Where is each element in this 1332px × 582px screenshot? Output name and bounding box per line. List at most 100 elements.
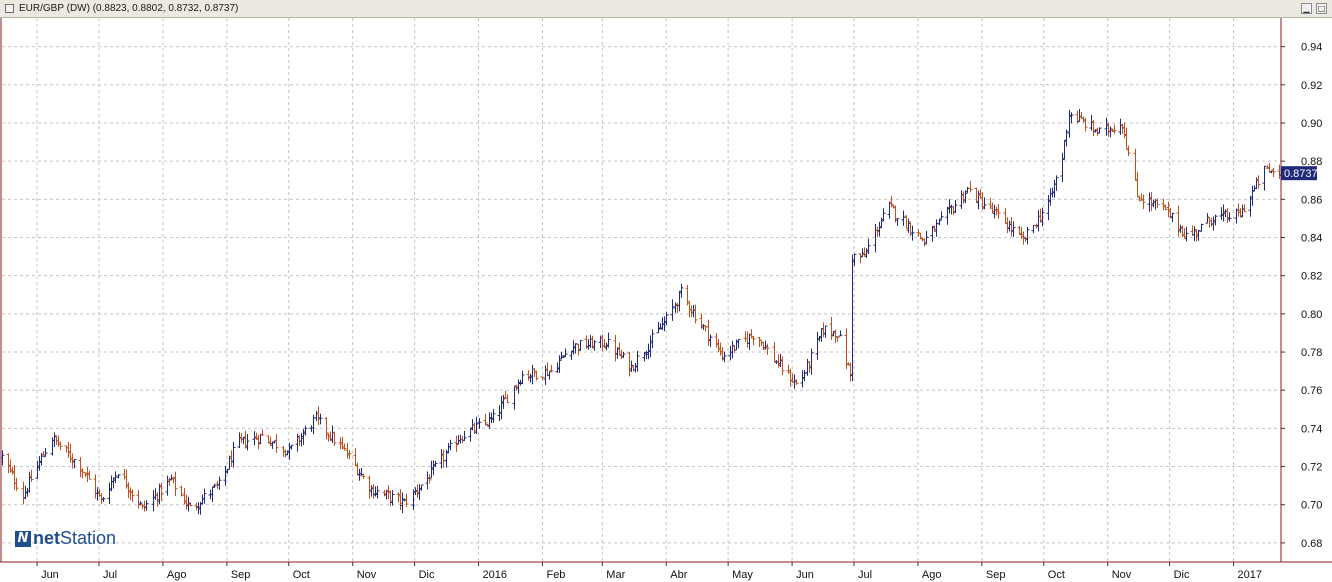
y-tick-label: 0.88 bbox=[1301, 156, 1322, 168]
ohlc-bar bbox=[101, 496, 106, 502]
ohlc-bar bbox=[173, 471, 178, 496]
ohlc-bar bbox=[347, 450, 352, 460]
ohlc-bar bbox=[963, 190, 968, 204]
ohlc-bar bbox=[895, 218, 900, 226]
ohlc-bar bbox=[650, 329, 655, 349]
ohlc-bar bbox=[303, 425, 308, 436]
ohlc-bar bbox=[39, 453, 44, 466]
x-tick-label: Jul bbox=[103, 569, 117, 581]
ohlc-bar bbox=[501, 394, 506, 409]
ohlc-bar bbox=[780, 356, 785, 375]
y-tick-label: 0.80 bbox=[1301, 309, 1322, 321]
ohlc-bar bbox=[361, 473, 366, 480]
ohlc-bar bbox=[462, 430, 467, 441]
x-tick-label: Dic bbox=[419, 569, 435, 581]
x-tick-label: 2017 bbox=[1238, 569, 1262, 581]
ohlc-bar bbox=[1141, 194, 1146, 210]
last-price-badge bbox=[1281, 166, 1317, 181]
ohlc-bar bbox=[852, 253, 857, 267]
ohlc-bar bbox=[1135, 171, 1140, 197]
ohlc-bar bbox=[578, 340, 583, 351]
ohlc-bar bbox=[342, 443, 347, 451]
ohlc-bar bbox=[982, 197, 987, 210]
ohlc-bar bbox=[202, 488, 207, 504]
ohlc-bar bbox=[217, 476, 222, 490]
minimize-button[interactable]: ▁ bbox=[1301, 3, 1312, 14]
x-tick-label: May bbox=[732, 569, 753, 581]
ohlc-bar bbox=[1196, 229, 1201, 241]
ohlc-bar bbox=[144, 500, 149, 511]
y-tick-label: 0.90 bbox=[1301, 118, 1322, 130]
ohlc-bar bbox=[1199, 223, 1204, 232]
ohlc-bar bbox=[629, 360, 634, 372]
ohlc-bar bbox=[491, 408, 496, 423]
ohlc-bar bbox=[722, 351, 727, 363]
ohlc-bar bbox=[621, 351, 626, 358]
maximize-button[interactable]: □ bbox=[1316, 3, 1327, 14]
ohlc-bar bbox=[1250, 185, 1255, 206]
netstation-logo-icon: N bbox=[15, 530, 31, 547]
x-tick-label: Jun bbox=[796, 569, 814, 581]
ohlc-bar bbox=[693, 304, 698, 324]
ohlc-bar bbox=[881, 208, 886, 222]
ohlc-bar bbox=[1112, 124, 1117, 134]
ohlc-bar bbox=[1213, 214, 1218, 226]
ohlc-bar bbox=[592, 339, 597, 351]
ohlc-bar bbox=[1025, 227, 1030, 245]
y-tick-label: 0.92 bbox=[1301, 80, 1322, 92]
x-tick-label: Abr bbox=[670, 569, 687, 581]
ohlc-bar bbox=[939, 211, 944, 220]
ohlc-bar bbox=[1271, 167, 1276, 177]
ohlc-bar bbox=[1011, 221, 1016, 237]
price-chart[interactable]: 0.68 0.70 0.72 0.74 0.76 0.78 0.80 0.82 0.84 0.86… bbox=[0, 18, 1332, 582]
ohlc-bar bbox=[130, 489, 135, 502]
ohlc-bar bbox=[433, 460, 438, 468]
axis-layer: 0.68 0.70 0.72 0.74 0.76 0.78 0.80 0.82 0.84 0.86… bbox=[0, 18, 1332, 581]
ohlc-bar bbox=[1126, 145, 1131, 157]
ohlc-bar bbox=[324, 417, 329, 440]
ohlc-bar bbox=[866, 238, 871, 254]
window-title: EUR/GBP (DW) (0.8823, 0.8802, 0.8732, 0.… bbox=[19, 3, 239, 14]
ohlc-bar bbox=[573, 343, 578, 354]
ohlc-bar bbox=[835, 336, 840, 342]
ohlc-bar bbox=[1054, 175, 1059, 191]
ohlc-bar bbox=[72, 458, 77, 469]
ohlc-bar bbox=[751, 336, 756, 346]
ohlc-bar bbox=[375, 486, 380, 499]
ohlc-bar bbox=[549, 364, 554, 373]
window-icon bbox=[5, 4, 14, 13]
ohlc-bar bbox=[924, 230, 929, 245]
ohlc-bar bbox=[179, 485, 184, 497]
ohlc-bar bbox=[474, 416, 479, 435]
ohlc-bar bbox=[968, 180, 973, 193]
ohlc-bar bbox=[708, 334, 713, 347]
y-tick-label: 0.82 bbox=[1301, 271, 1322, 283]
x-tick-label: Sep bbox=[986, 569, 1006, 581]
ohlc-bar bbox=[1064, 129, 1069, 147]
ohlc-bar bbox=[448, 439, 453, 451]
ohlc-bar bbox=[1227, 212, 1232, 222]
y-tick-label: 0.74 bbox=[1301, 423, 1322, 435]
y-tick-label: 0.76 bbox=[1301, 385, 1322, 397]
x-tick-label: Nov bbox=[1112, 569, 1132, 581]
x-tick-label: Sep bbox=[231, 569, 251, 581]
ohlc-bar bbox=[245, 434, 250, 451]
ohlc-bar bbox=[505, 394, 510, 404]
ohlc-bar bbox=[901, 210, 906, 226]
ohlc-bar bbox=[534, 370, 539, 381]
ohlc-bar bbox=[563, 348, 568, 358]
x-tick-label: Ago bbox=[167, 569, 187, 581]
ohlc-bar bbox=[1155, 198, 1160, 208]
x-tick-label: Jun bbox=[41, 569, 59, 581]
last-price-label: 0.8737 bbox=[1284, 168, 1318, 180]
price-bars-layer bbox=[0, 108, 1284, 515]
y-tick-label: 0.78 bbox=[1301, 347, 1322, 359]
ohlc-bar bbox=[736, 338, 741, 349]
x-tick-label: Nov bbox=[357, 569, 377, 581]
ohlc-bar bbox=[635, 350, 640, 372]
ohlc-bar bbox=[540, 376, 545, 380]
ohlc-bar bbox=[427, 474, 432, 484]
ohlc-bar bbox=[390, 490, 395, 506]
window-titlebar: EUR/GBP (DW) (0.8823, 0.8802, 0.8732, 0.… bbox=[0, 0, 1332, 18]
